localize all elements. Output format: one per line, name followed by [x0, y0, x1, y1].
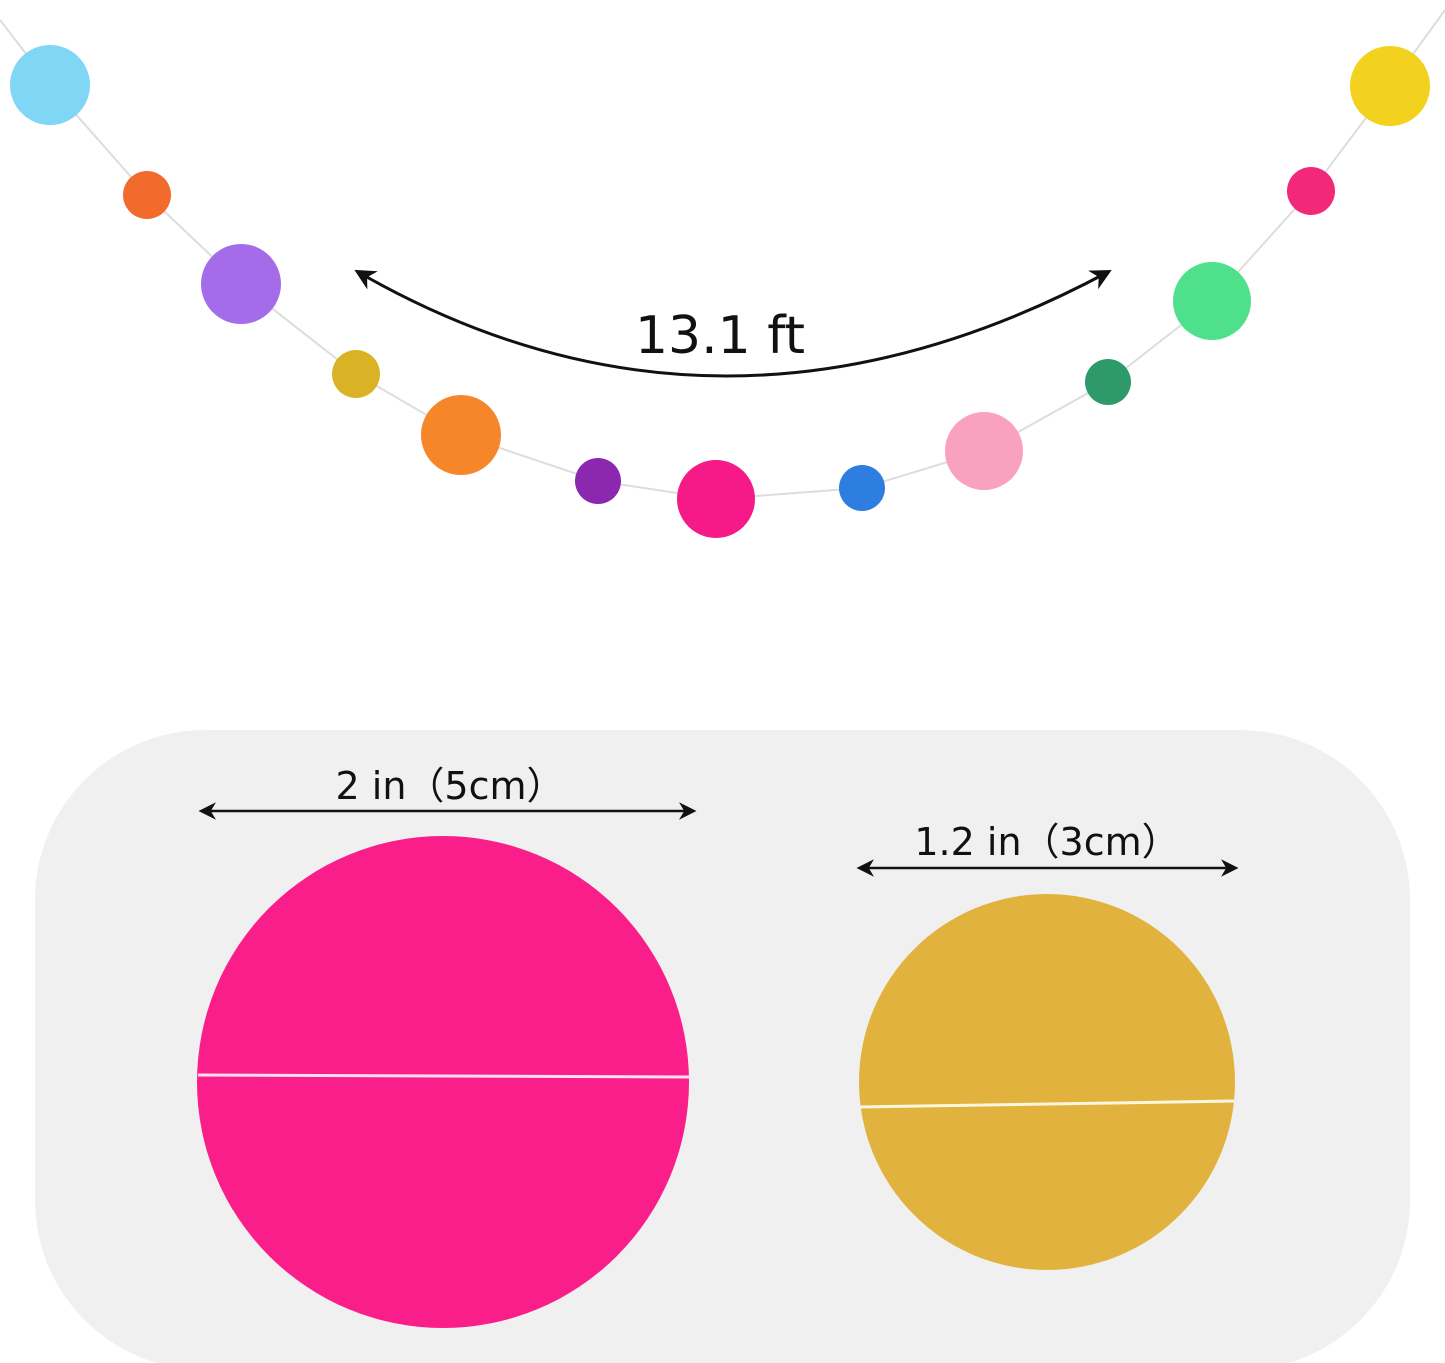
garland-dot [1350, 46, 1430, 126]
small-dot-sample [859, 894, 1235, 1270]
garland-dot [945, 412, 1023, 490]
garland-dot [839, 465, 885, 511]
large-size-label: 2 in（5cm） [336, 764, 565, 808]
small-dot-string [859, 1099, 1235, 1109]
garland-dot [1085, 359, 1131, 405]
garland-dot [1287, 167, 1335, 215]
length-arrow [354, 269, 1112, 378]
garland-dot [575, 458, 621, 504]
garland-dot [10, 45, 90, 125]
garland-dot [201, 244, 281, 324]
large-dot-sample [197, 836, 689, 1328]
garland-dot [421, 395, 501, 475]
garland-dot [677, 460, 755, 538]
large-dot-string [197, 1073, 691, 1079]
garland [0, 9, 1445, 538]
garland-dot [123, 171, 171, 219]
small-size-label: 1.2 in（3cm） [914, 820, 1179, 864]
garland-dot [1173, 262, 1251, 340]
garland-dot [332, 350, 380, 398]
length-label: 13.1 ft [635, 306, 805, 366]
